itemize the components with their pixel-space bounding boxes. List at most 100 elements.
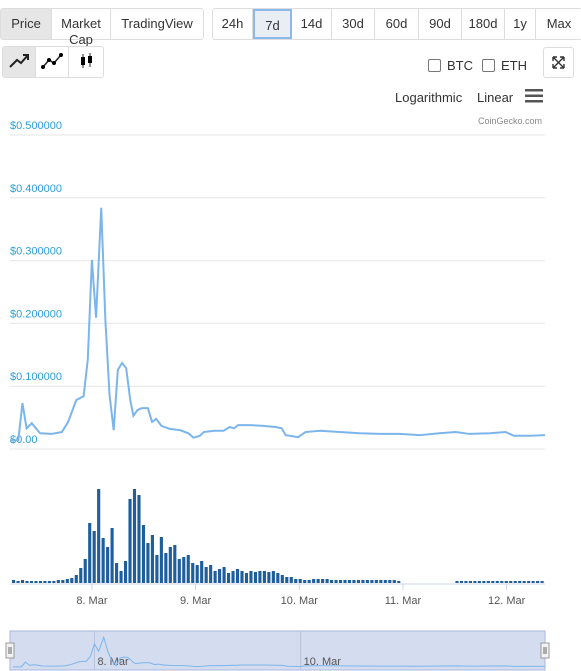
volume-bar (321, 579, 325, 583)
volume-bar (12, 580, 16, 583)
volume-bar (92, 531, 96, 583)
volume-bar (159, 537, 163, 583)
volume-bar (504, 581, 508, 583)
volume-bar (244, 573, 249, 583)
x-tick-label: 8. Mar (76, 595, 108, 607)
volume-bar (186, 555, 190, 583)
volume-bar (267, 572, 271, 583)
y-tick-label: $0.500000 (10, 120, 62, 132)
y-tick-label: $0.400000 (10, 183, 62, 195)
navigator-line (13, 635, 546, 668)
volume-bar (115, 563, 119, 583)
volume-bar (495, 581, 499, 583)
x-tick-label: 9. Mar (180, 595, 212, 607)
volume-bar (388, 580, 392, 583)
y-tick-label: $0.100000 (10, 371, 62, 383)
checkbox-label: BTC (447, 58, 473, 73)
range-button[interactable]: 1y (505, 9, 536, 39)
volume-bar (280, 575, 284, 583)
volume-bar (61, 580, 65, 583)
candle-type-button[interactable] (69, 47, 103, 77)
volume-bar (204, 567, 208, 583)
volume-bar (101, 538, 105, 583)
tab-button[interactable]: TradingView (121, 16, 193, 31)
volume-bar (106, 547, 110, 583)
volume-bar (298, 579, 302, 583)
volume-bar (303, 580, 307, 583)
volume-bar (119, 571, 123, 583)
volume-bar (200, 561, 204, 583)
btc-checkbox[interactable]: BTC (428, 58, 473, 73)
volume-bar (482, 581, 486, 583)
volume-bar (356, 580, 361, 583)
navigator-label: 10. Mar (304, 656, 342, 668)
volume-bar (271, 571, 275, 583)
volume-bar (83, 559, 87, 583)
eth-checkbox[interactable]: ETH (482, 58, 527, 73)
volume-bar (486, 581, 490, 583)
volume-bar (477, 581, 481, 583)
linear-button[interactable]: Linear (477, 90, 514, 105)
volume-bar (522, 581, 526, 583)
x-tick-label: 10. Mar (281, 595, 319, 607)
volume-bar (231, 571, 235, 583)
chart-type-group (2, 46, 104, 78)
volume-bar (312, 579, 316, 583)
range-button[interactable]: 24h (213, 9, 253, 39)
point-type-button[interactable] (36, 47, 69, 77)
checkbox-label: ETH (501, 58, 527, 73)
tab-button[interactable]: Price (1, 9, 52, 39)
log-button[interactable]: Logarithmic (395, 90, 463, 105)
navigator-handle[interactable] (540, 642, 550, 659)
volume-bar (240, 571, 244, 583)
volume-bar (164, 553, 168, 583)
range-button[interactable]: Max (546, 16, 572, 31)
volume-bar (182, 557, 186, 583)
tab-button[interactable]: Market Cap (52, 9, 111, 47)
volume-bar (97, 489, 101, 583)
volume-bar (289, 577, 293, 583)
volume-bar (294, 579, 298, 583)
volume-bar (383, 580, 387, 583)
volume-bar (56, 580, 60, 583)
volume-bar (43, 581, 47, 583)
navigator (9, 630, 546, 671)
volume-bar (455, 581, 459, 583)
range-button[interactable]: 7d (253, 9, 292, 39)
volume-bar (88, 523, 92, 583)
volume-bar (29, 581, 34, 583)
volume-bar (249, 571, 253, 583)
volume-bar (392, 580, 396, 583)
credit: CoinGecko.com (478, 116, 543, 126)
range-button[interactable]: 60d (375, 9, 419, 39)
range-button[interactable]: 14d (292, 9, 332, 39)
line-type-button[interactable] (3, 47, 36, 77)
volume-bar (79, 568, 83, 583)
volume-bar (258, 571, 262, 583)
navigator-handle[interactable] (5, 642, 15, 659)
volume-bar (195, 565, 199, 583)
volume-bar (338, 580, 343, 583)
volume-bar (531, 581, 535, 583)
expand-button[interactable] (543, 47, 574, 78)
range-button[interactable]: 30d (332, 9, 375, 39)
volume-bar (500, 581, 504, 583)
volume-bar (191, 563, 195, 583)
volume-bar (209, 565, 213, 583)
price-line (10, 207, 546, 442)
x-tick-label: 12. Mar (488, 595, 526, 607)
range-button[interactable]: 90d (419, 9, 462, 39)
volume-bar (285, 577, 289, 583)
volume-bar (25, 581, 29, 583)
volume-bar (52, 581, 56, 583)
menu-button[interactable] (525, 89, 543, 108)
volume-bar (235, 569, 240, 583)
volume-bar (325, 579, 329, 583)
tab-group: Price Market Cap TradingView (0, 8, 204, 47)
y-tick-label: $0.300000 (10, 246, 62, 258)
volume-bar (491, 581, 495, 583)
volume-bar (365, 580, 369, 583)
volume-bar (513, 581, 517, 583)
range-button[interactable]: 180d (462, 9, 505, 39)
